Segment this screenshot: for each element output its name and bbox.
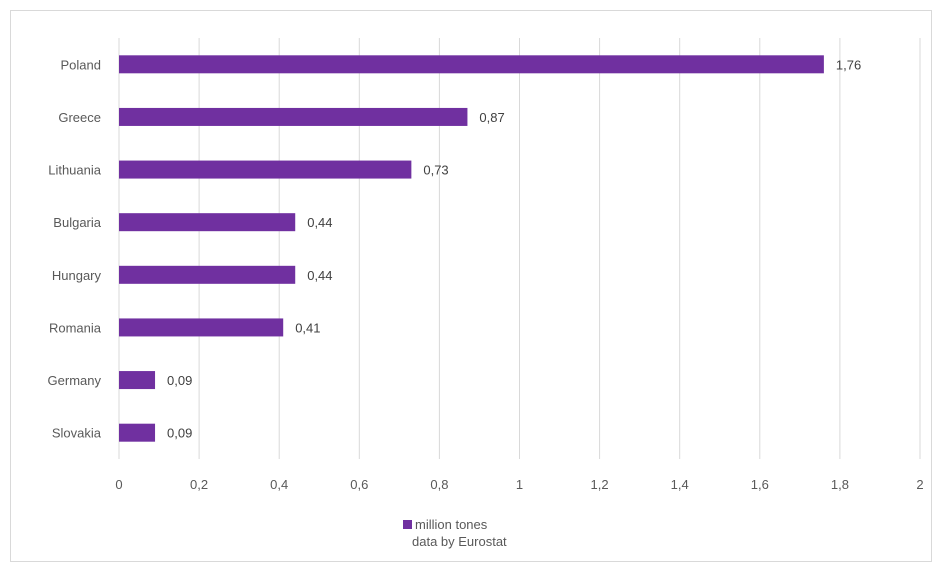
data-label: 1,76 xyxy=(836,57,861,72)
x-tick-label: 1,8 xyxy=(831,477,849,492)
x-tick-label: 0,8 xyxy=(430,477,448,492)
bar xyxy=(119,107,468,126)
bar xyxy=(119,213,296,232)
category-label: Bulgaria xyxy=(53,215,101,230)
category-label: Germany xyxy=(48,373,102,388)
data-label: 0,44 xyxy=(307,215,332,230)
data-label: 0,09 xyxy=(167,426,192,441)
x-tick-label: 1,4 xyxy=(671,477,689,492)
x-tick-label: 0,6 xyxy=(350,477,368,492)
data-label: 0,09 xyxy=(167,373,192,388)
category-label: Hungary xyxy=(52,268,102,283)
bar xyxy=(119,318,284,337)
chart-frame xyxy=(10,10,932,562)
source-note: data by Eurostat xyxy=(412,534,507,549)
legend-item: million tones xyxy=(403,516,507,533)
legend-swatch xyxy=(403,520,412,529)
x-tick-label: 1,2 xyxy=(591,477,609,492)
x-tick-label: 0 xyxy=(115,477,122,492)
data-label: 0,87 xyxy=(479,110,504,125)
data-label: 0,73 xyxy=(423,163,448,178)
x-tick-label: 2 xyxy=(916,477,923,492)
legend-label: million tones xyxy=(415,517,488,532)
bar xyxy=(119,371,156,390)
category-label: Romania xyxy=(49,320,102,335)
category-label: Poland xyxy=(61,57,101,72)
bar xyxy=(119,55,824,74)
bar xyxy=(119,423,156,442)
category-label: Slovakia xyxy=(52,426,102,441)
bar xyxy=(119,265,296,284)
x-tick-label: 0,2 xyxy=(190,477,208,492)
category-label: Lithuania xyxy=(48,163,102,178)
bar xyxy=(119,160,412,179)
data-label: 0,41 xyxy=(295,320,320,335)
x-tick-label: 1 xyxy=(516,477,523,492)
category-label: Greece xyxy=(58,110,101,125)
data-label: 0,44 xyxy=(307,268,332,283)
labels: 0 0,2 0,4 0,6 0,8 1 1,2 1,4 1,6 1,8 2 Poland 1,76 Gre… xyxy=(48,57,924,492)
bars xyxy=(119,55,824,442)
gridlines xyxy=(118,38,921,459)
x-tick-label: 0,4 xyxy=(270,477,288,492)
legend: million tones data by Eurostat xyxy=(403,516,507,550)
x-tick-label: 1,6 xyxy=(751,477,769,492)
